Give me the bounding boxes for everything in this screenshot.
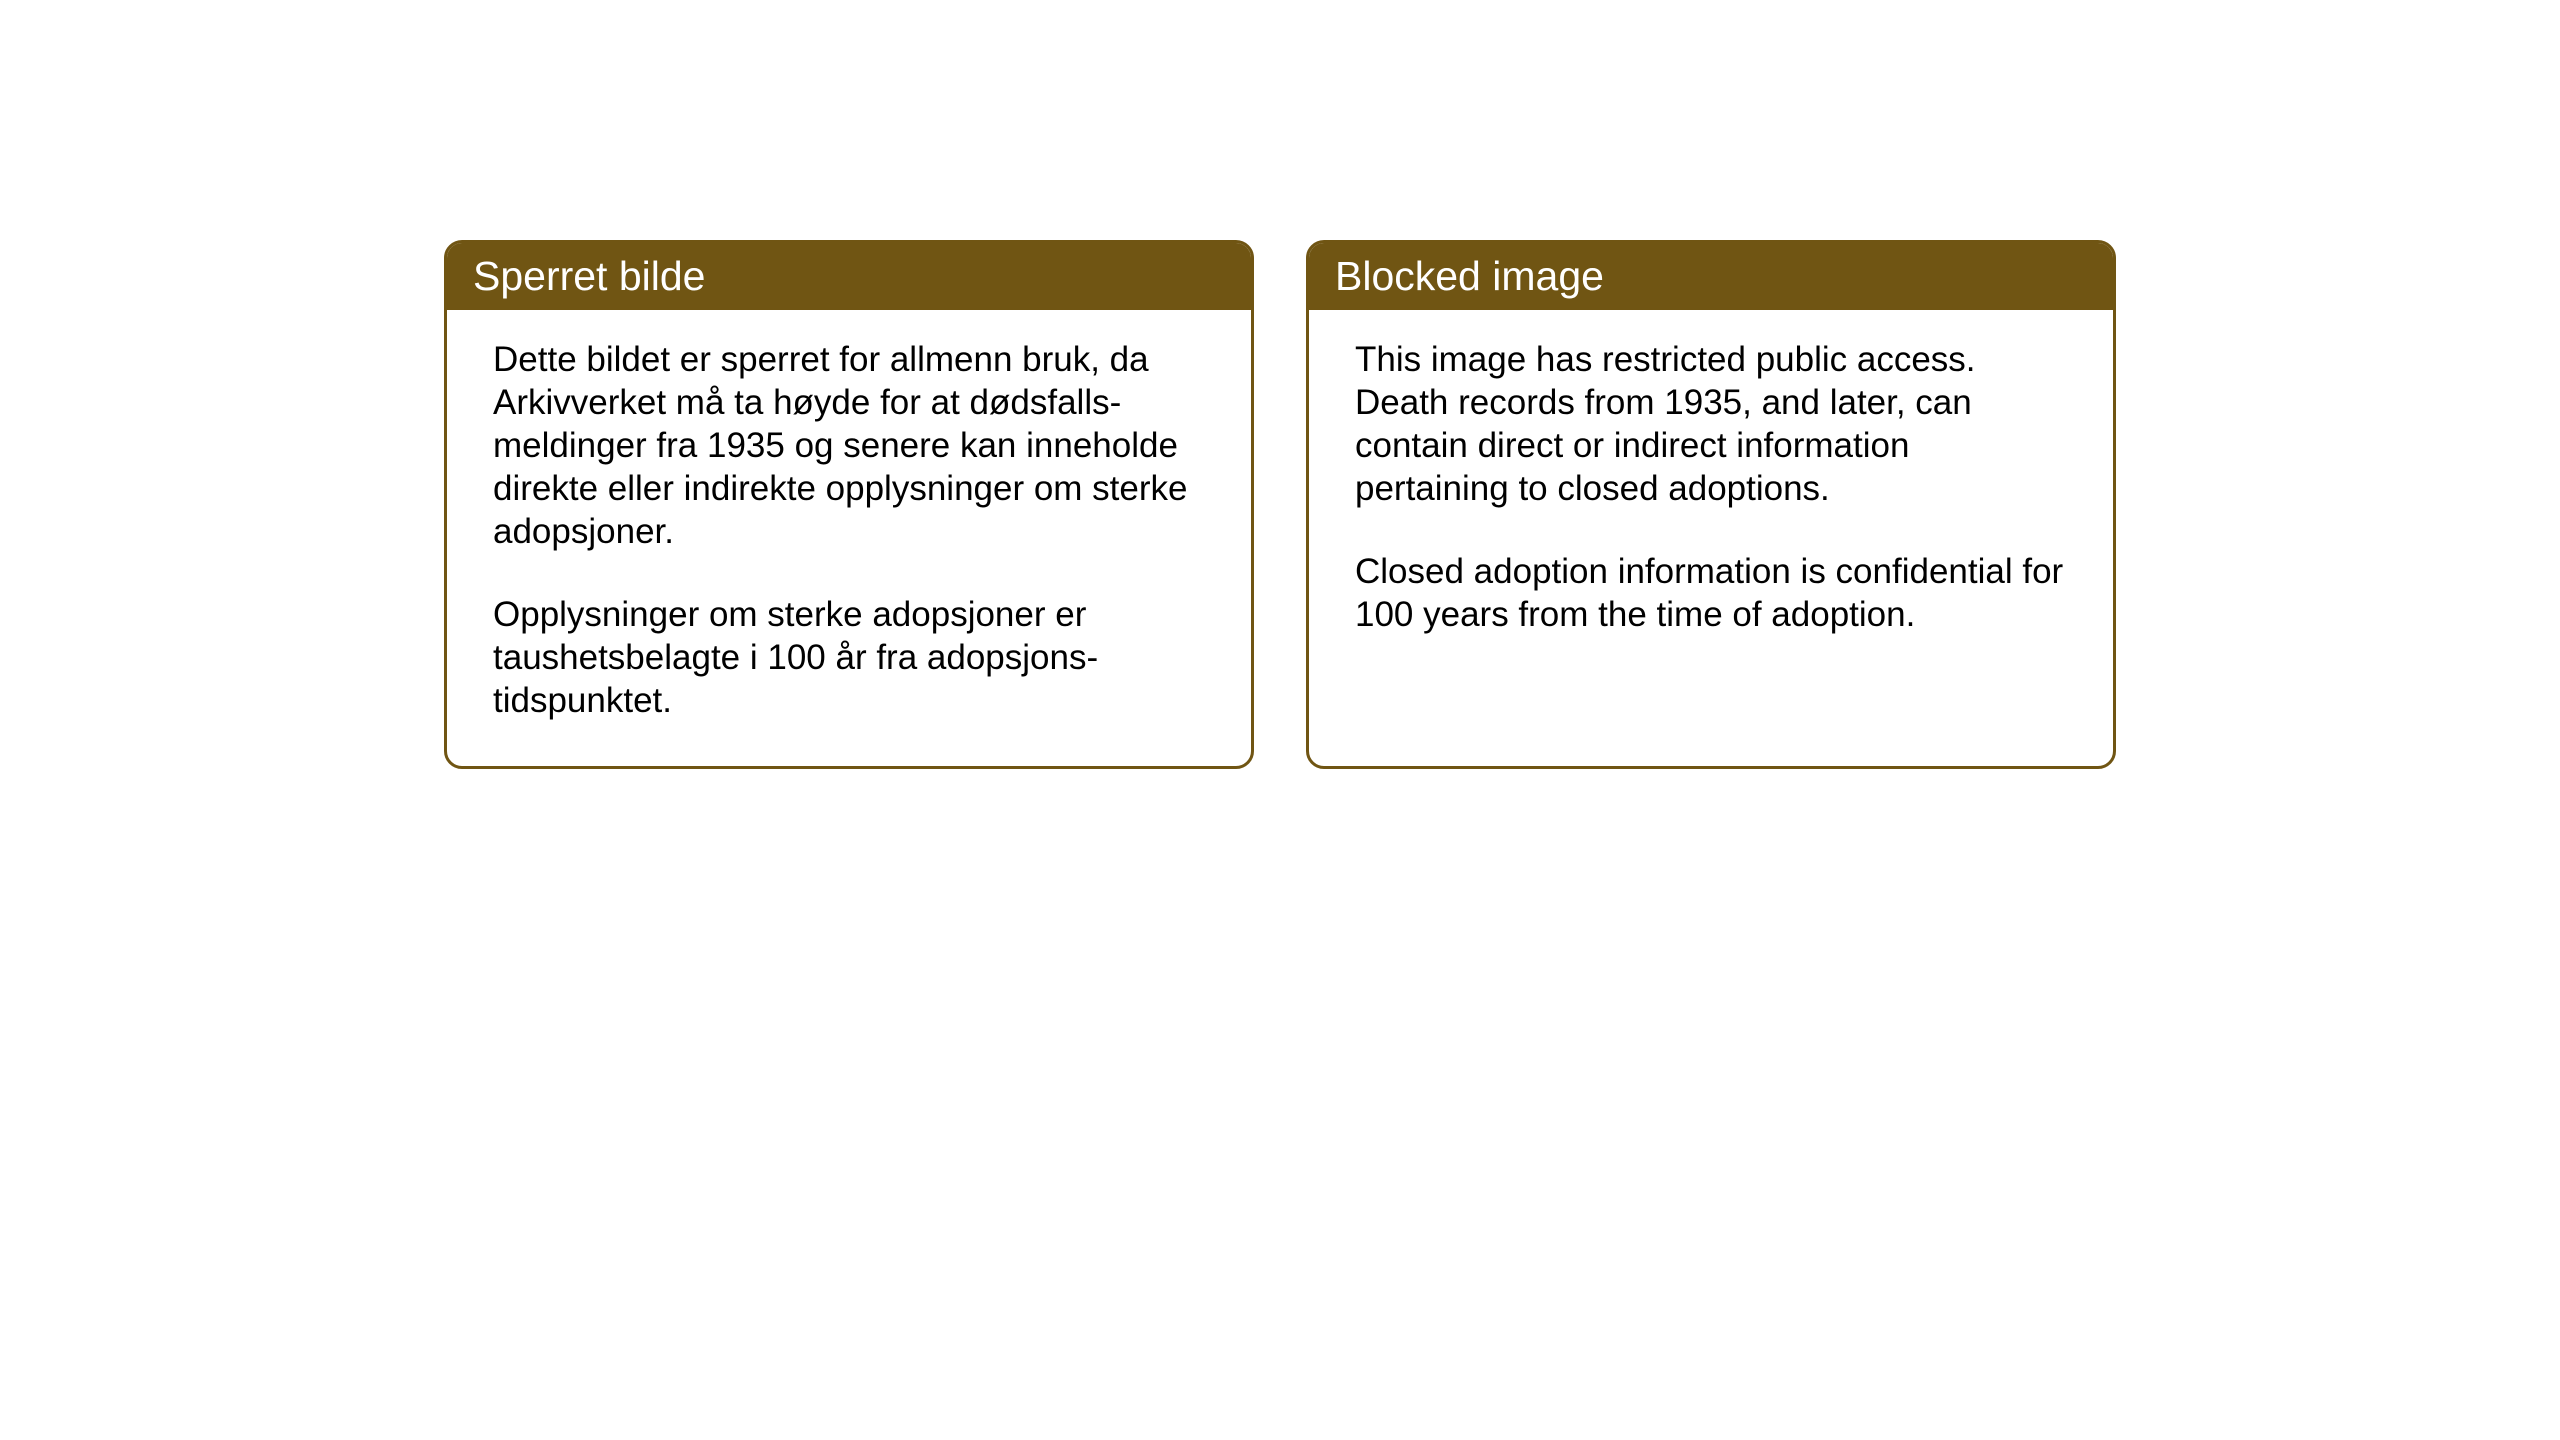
card-norwegian: Sperret bilde Dette bildet er sperret fo…: [444, 240, 1254, 769]
card-norwegian-header: Sperret bilde: [447, 243, 1251, 310]
cards-container: Sperret bilde Dette bildet er sperret fo…: [444, 240, 2116, 769]
card-norwegian-paragraph-1: Dette bildet er sperret for allmenn bruk…: [493, 338, 1205, 553]
card-norwegian-body: Dette bildet er sperret for allmenn bruk…: [447, 310, 1251, 766]
card-english-header: Blocked image: [1309, 243, 2113, 310]
card-norwegian-paragraph-2: Opplysninger om sterke adopsjoner er tau…: [493, 593, 1205, 722]
card-english-body: This image has restricted public access.…: [1309, 310, 2113, 680]
card-english-paragraph-1: This image has restricted public access.…: [1355, 338, 2067, 510]
card-english: Blocked image This image has restricted …: [1306, 240, 2116, 769]
card-english-paragraph-2: Closed adoption information is confident…: [1355, 550, 2067, 636]
